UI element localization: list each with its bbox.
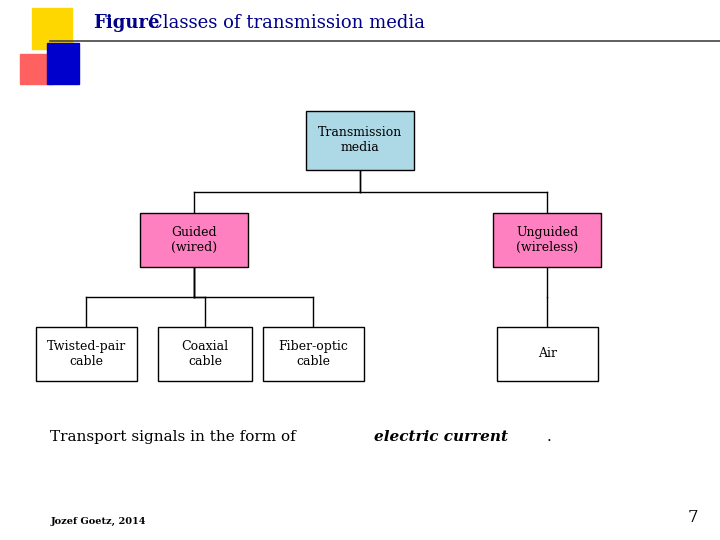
FancyBboxPatch shape (263, 327, 364, 381)
Text: Jozef Goetz, 2014: Jozef Goetz, 2014 (50, 517, 146, 526)
FancyBboxPatch shape (36, 327, 137, 381)
Text: Unguided
(wireless): Unguided (wireless) (516, 226, 578, 254)
Text: Air: Air (538, 347, 557, 360)
Text: Fiber-optic
cable: Fiber-optic cable (278, 340, 348, 368)
FancyBboxPatch shape (497, 327, 598, 381)
Text: Coaxial
cable: Coaxial cable (181, 340, 229, 368)
Bar (32, 8, 72, 49)
Text: 7: 7 (688, 510, 698, 526)
Text: Figure: Figure (94, 14, 160, 32)
Text: Transmission
media: Transmission media (318, 126, 402, 154)
FancyBboxPatch shape (493, 213, 601, 267)
Bar (20, 54, 53, 84)
FancyBboxPatch shape (140, 213, 248, 267)
Bar (47, 43, 79, 84)
Text: Transport signals in the form of: Transport signals in the form of (50, 430, 301, 444)
FancyBboxPatch shape (158, 327, 252, 381)
Text: Twisted-pair
cable: Twisted-pair cable (47, 340, 126, 368)
FancyBboxPatch shape (306, 111, 414, 170)
Text: electric current: electric current (374, 430, 508, 444)
Text: Guided
(wired): Guided (wired) (171, 226, 217, 254)
Text: Classes of transmission media: Classes of transmission media (126, 14, 425, 32)
Text: .: . (546, 430, 552, 444)
